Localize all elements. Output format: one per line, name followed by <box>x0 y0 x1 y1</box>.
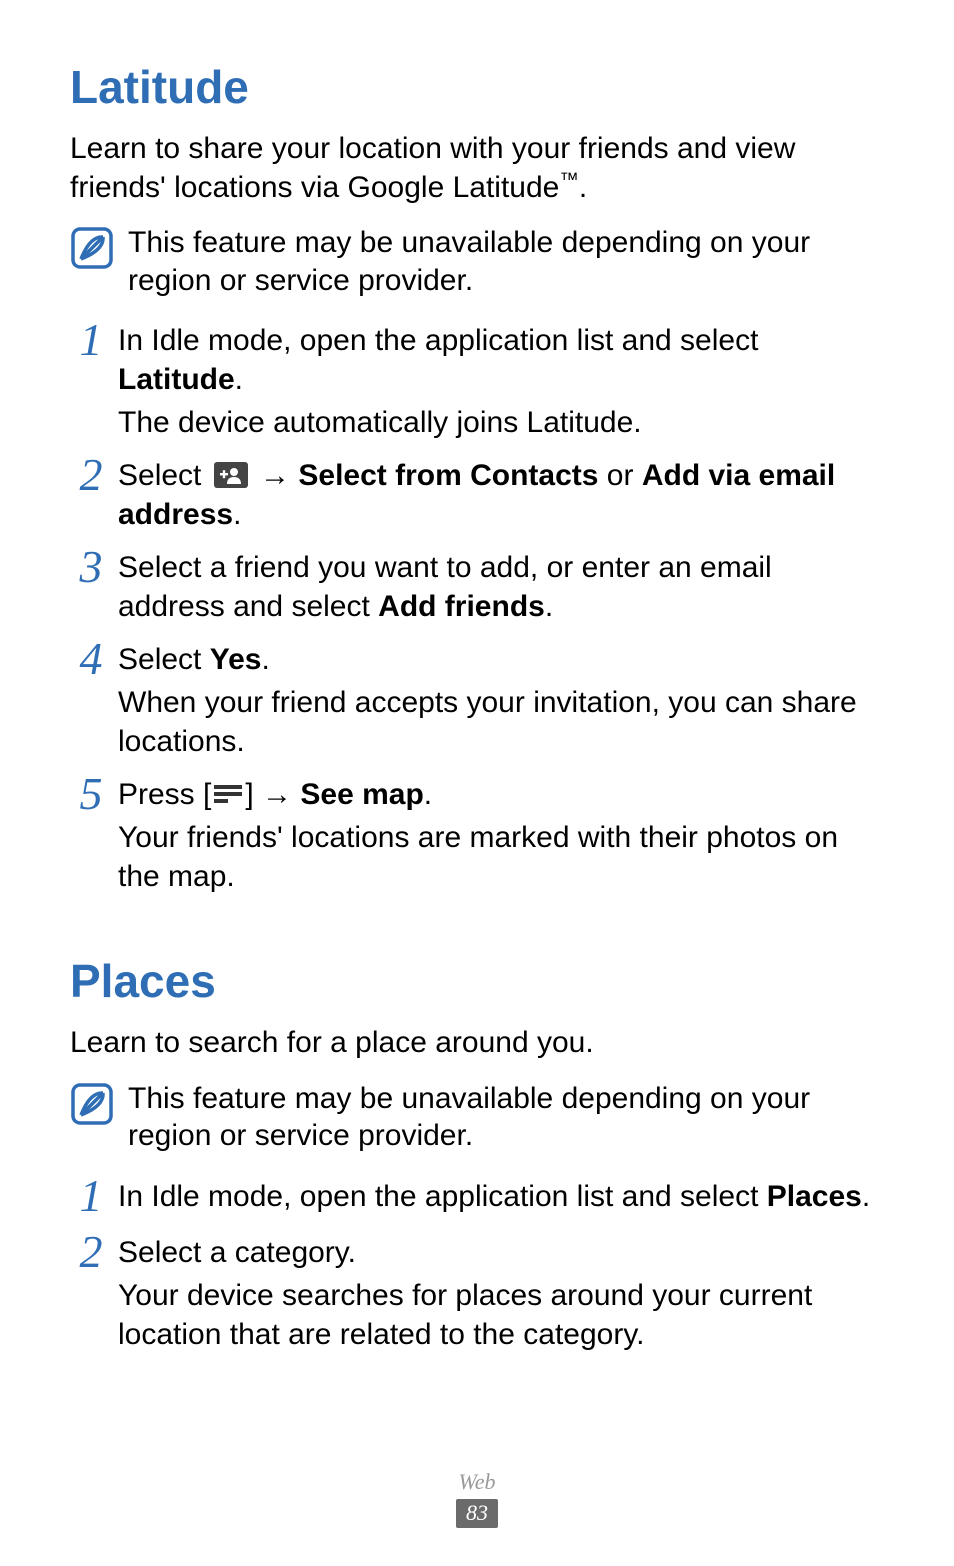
step2-bold1: Select from Contacts <box>298 459 598 492</box>
step4-bold: Yes <box>210 643 262 676</box>
footer-page-number: 83 <box>456 1499 498 1528</box>
latitude-step-3: 3 Select a friend you want to add, or en… <box>70 548 884 626</box>
add-friend-icon <box>214 462 248 488</box>
places-note-text: This feature may be unavailable dependin… <box>128 1080 884 1155</box>
step5-sub: Your friends' locations are marked with … <box>118 818 884 896</box>
step5-arrow: → <box>262 778 300 811</box>
step3-b: . <box>545 590 553 623</box>
intro-text: Learn to share your location with your f… <box>70 132 795 204</box>
latitude-note: This feature may be unavailable dependin… <box>70 224 884 299</box>
note-icon <box>70 226 114 275</box>
step5-a: Press [ <box>118 778 211 811</box>
latitude-step-2: 2 Select → Select from Contacts or Add v… <box>70 456 884 534</box>
latitude-step-5: 5 Press [ ] → See map. Your friends' loc… <box>70 775 884 896</box>
heading-places: Places <box>70 954 884 1008</box>
step5-c: . <box>424 778 432 811</box>
intro-tm: ™ <box>559 169 579 191</box>
places-step1-bold: Places <box>767 1180 862 1213</box>
step1-sub: The device automatically joins Latitude. <box>118 403 884 442</box>
places-step2-a: Select a category. <box>118 1236 356 1269</box>
step-body: In Idle mode, open the application list … <box>112 321 884 442</box>
page: Latitude Learn to share your location wi… <box>0 0 954 1566</box>
step-body: Press [ ] → See map. Your friends' locat… <box>112 775 884 896</box>
step-body: Select Yes. When your friend accepts you… <box>112 640 884 761</box>
latitude-note-text: This feature may be unavailable dependin… <box>128 224 884 299</box>
places-step1-a: In Idle mode, open the application list … <box>118 1180 767 1213</box>
places-step2-sub: Your device searches for places around y… <box>118 1276 884 1354</box>
page-footer: Web 83 <box>0 1469 954 1528</box>
step4-a: Select <box>118 643 210 676</box>
places-step-1: 1 In Idle mode, open the application lis… <box>70 1177 884 1219</box>
step-number: 1 <box>70 1173 112 1219</box>
step-number: 5 <box>70 771 112 817</box>
step-number: 1 <box>70 317 112 363</box>
step5-b: ] <box>245 778 262 811</box>
places-note: This feature may be unavailable dependin… <box>70 1080 884 1155</box>
step-body: Select a category. Your device searches … <box>112 1233 884 1354</box>
latitude-step-4: 4 Select Yes. When your friend accepts y… <box>70 640 884 761</box>
step2-or: or <box>598 459 641 492</box>
step4-sub: When your friend accepts your invitation… <box>118 683 884 761</box>
latitude-step-1: 1 In Idle mode, open the application lis… <box>70 321 884 442</box>
step1-text-a: In Idle mode, open the application list … <box>118 324 758 357</box>
places-step1-b: . <box>862 1180 870 1213</box>
intro-suffix: . <box>579 171 587 204</box>
step2-text-a: Select <box>118 459 210 492</box>
menu-icon <box>213 783 243 805</box>
step1-bold: Latitude <box>118 363 235 396</box>
step4-b: . <box>261 643 269 676</box>
heading-latitude: Latitude <box>70 60 884 114</box>
step-number: 2 <box>70 1229 112 1275</box>
note-icon <box>70 1082 114 1131</box>
step-body: Select a friend you want to add, or ente… <box>112 548 884 626</box>
step-number: 3 <box>70 544 112 590</box>
places-step-2: 2 Select a category. Your device searche… <box>70 1233 884 1354</box>
latitude-intro: Learn to share your location with your f… <box>70 130 884 206</box>
step5-bold: See map <box>300 778 423 811</box>
places-intro: Learn to search for a place around you. <box>70 1024 884 1062</box>
step-body: In Idle mode, open the application list … <box>112 1177 884 1216</box>
footer-section-label: Web <box>0 1469 954 1495</box>
step2-c: . <box>233 498 241 531</box>
step2-arrow: → <box>252 459 299 492</box>
step1-text-b: . <box>235 363 243 396</box>
step-body: Select → Select from Contacts or Add via… <box>112 456 884 534</box>
step-number: 4 <box>70 636 112 682</box>
step-number: 2 <box>70 452 112 498</box>
step3-bold: Add friends <box>378 590 545 623</box>
